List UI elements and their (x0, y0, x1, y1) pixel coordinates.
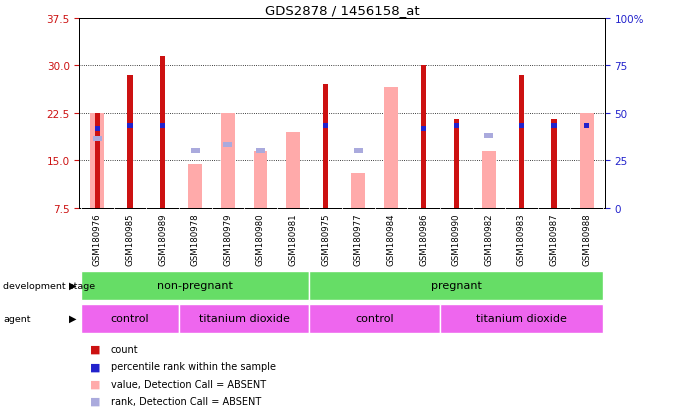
Bar (160, 57, 165, 209)
Bar (384, 88, 398, 209)
Bar (519, 76, 524, 209)
Text: GSM180982: GSM180982 (484, 214, 493, 266)
Text: ▶: ▶ (68, 313, 76, 323)
Bar (551, 124, 557, 129)
Bar (421, 127, 426, 132)
Text: GSM180978: GSM180978 (191, 214, 200, 266)
Text: non-pregnant: non-pregnant (158, 280, 233, 290)
Bar (127, 124, 133, 129)
Bar (179, 304, 310, 333)
Bar (323, 124, 328, 129)
Bar (440, 304, 603, 333)
Text: pregnant: pregnant (430, 280, 482, 290)
Text: ■: ■ (90, 344, 100, 354)
Text: GSM180984: GSM180984 (386, 214, 395, 266)
Bar (453, 124, 459, 129)
Bar (81, 271, 310, 300)
Text: GSM180988: GSM180988 (583, 214, 591, 266)
Bar (310, 304, 440, 333)
Text: GSM180979: GSM180979 (223, 214, 232, 266)
Text: agent: agent (3, 314, 31, 323)
Bar (551, 120, 557, 209)
Bar (254, 152, 267, 209)
Bar (286, 133, 300, 209)
Bar (256, 149, 265, 154)
Bar (221, 114, 235, 209)
Bar (354, 149, 363, 154)
Bar (484, 133, 493, 138)
Bar (191, 149, 200, 154)
Bar (189, 164, 202, 209)
Title: GDS2878 / 1456158_at: GDS2878 / 1456158_at (265, 5, 419, 17)
Text: ■: ■ (90, 361, 100, 371)
Text: GSM180976: GSM180976 (93, 214, 102, 266)
Bar (95, 127, 100, 132)
Bar (95, 114, 100, 209)
Bar (160, 124, 165, 129)
Bar (93, 136, 102, 141)
Text: ▶: ▶ (68, 280, 76, 290)
Bar (584, 124, 589, 129)
Text: GSM180986: GSM180986 (419, 214, 428, 266)
Text: GSM180975: GSM180975 (321, 214, 330, 266)
Text: GSM180989: GSM180989 (158, 214, 167, 266)
Text: control: control (355, 313, 394, 323)
Text: GSM180987: GSM180987 (549, 214, 558, 266)
Bar (81, 304, 179, 333)
Bar (519, 124, 524, 129)
Text: titanium dioxide: titanium dioxide (476, 313, 567, 323)
Text: control: control (111, 313, 149, 323)
Text: development stage: development stage (3, 281, 95, 290)
Text: percentile rank within the sample: percentile rank within the sample (111, 361, 276, 371)
Text: GSM180980: GSM180980 (256, 214, 265, 266)
Bar (127, 76, 133, 209)
Text: ■: ■ (90, 396, 100, 406)
Text: GSM180985: GSM180985 (126, 214, 135, 266)
Text: value, Detection Call = ABSENT: value, Detection Call = ABSENT (111, 379, 265, 389)
Bar (91, 114, 104, 209)
Bar (352, 174, 366, 209)
Text: GSM180977: GSM180977 (354, 214, 363, 266)
Bar (323, 85, 328, 209)
Text: count: count (111, 344, 138, 354)
Bar (453, 120, 459, 209)
Bar (580, 114, 594, 209)
Text: GSM180990: GSM180990 (452, 214, 461, 266)
Text: titanium dioxide: titanium dioxide (199, 313, 290, 323)
Bar (310, 271, 603, 300)
Bar (421, 66, 426, 209)
Bar (223, 143, 232, 148)
Text: ■: ■ (90, 379, 100, 389)
Text: rank, Detection Call = ABSENT: rank, Detection Call = ABSENT (111, 396, 261, 406)
Bar (482, 152, 495, 209)
Text: GSM180983: GSM180983 (517, 214, 526, 266)
Text: GSM180981: GSM180981 (289, 214, 298, 266)
